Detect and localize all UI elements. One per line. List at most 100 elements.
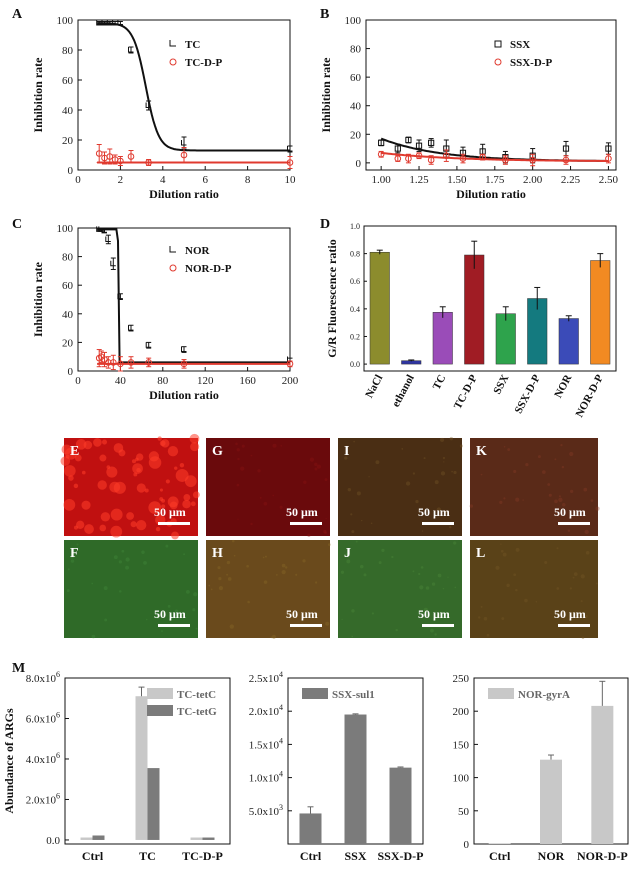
bar (591, 705, 614, 844)
x-tick-label: 2.25 (561, 174, 581, 186)
speckle (257, 469, 261, 473)
legend-label: TC-tetG (177, 706, 217, 718)
speckle (324, 478, 328, 482)
speckle (537, 455, 541, 459)
speckle (101, 439, 108, 445)
data-point (117, 20, 123, 26)
category-label: Ctrl (300, 849, 322, 863)
speckle (190, 442, 200, 452)
speckle (125, 565, 130, 570)
speckle (99, 454, 107, 462)
data-point (459, 155, 467, 162)
data-point (127, 153, 135, 160)
legend-label: TC-D-P (185, 57, 223, 69)
speckle (445, 511, 448, 514)
speckle (119, 590, 122, 593)
bar (92, 835, 105, 840)
scale-bar (558, 624, 590, 627)
speckle (179, 463, 185, 468)
bar (558, 318, 579, 365)
speckle (572, 576, 575, 579)
speckle (84, 524, 94, 534)
category-label: SSX-D-P (377, 849, 423, 863)
speckle (99, 524, 107, 532)
speckle (155, 615, 160, 619)
tick-exponent: 6 (56, 791, 60, 800)
y-tick-label: 0.8 (350, 250, 360, 259)
scale-label: 50 μm (554, 505, 586, 519)
data-point (145, 359, 153, 366)
speckle (583, 487, 588, 492)
speckle (118, 449, 126, 457)
speckle (391, 555, 394, 559)
fit-line (97, 22, 290, 152)
speckle (185, 590, 190, 594)
x-axis-label: Dilution ratio (149, 187, 219, 201)
speckle (314, 613, 319, 617)
speckle (353, 440, 355, 443)
speckle (126, 512, 134, 520)
y-tick-label: 100 (453, 773, 470, 785)
legend-marker (169, 58, 177, 66)
speckle (237, 518, 239, 520)
micrograph-image (206, 438, 330, 536)
speckle (590, 499, 594, 502)
speckle (237, 457, 240, 461)
speckle (580, 600, 583, 603)
data-point (110, 260, 116, 267)
speckle (454, 586, 457, 589)
speckle (241, 444, 245, 448)
speckle (118, 560, 123, 564)
speckle (515, 497, 520, 502)
data-point (145, 102, 152, 108)
legend-label: NOR (185, 245, 211, 257)
speckle (293, 513, 295, 516)
y-tick-label: 100 (345, 15, 362, 27)
micrograph-g: G 50 μm (206, 438, 330, 537)
legend-swatch (302, 688, 328, 699)
micrograph-l: L 50 μm (470, 540, 598, 640)
speckle (449, 436, 454, 441)
bar (202, 837, 215, 840)
tick-exponent: 3 (279, 803, 283, 812)
data-point (415, 142, 423, 149)
data-point (180, 360, 188, 368)
tick-exponent: 6 (56, 751, 60, 760)
speckle (325, 517, 327, 520)
x-tick-label: 120 (197, 375, 214, 387)
scale-bar (158, 522, 190, 525)
speckle (371, 612, 375, 615)
legend-label: TC (185, 39, 200, 51)
tick-mantissa: 4.0x10 (26, 754, 57, 766)
speckle (442, 456, 446, 460)
speckle (440, 437, 445, 442)
speckle (595, 582, 598, 585)
speckle (281, 570, 286, 575)
speckle (97, 480, 107, 490)
legend-label: NOR-D-P (185, 263, 232, 275)
speckle (423, 457, 426, 460)
speckle (480, 605, 483, 608)
speckle (113, 555, 118, 560)
data-point (415, 152, 423, 160)
speckle (324, 531, 327, 535)
speckle (554, 499, 558, 504)
speckle (175, 469, 189, 482)
speckle (275, 574, 278, 576)
x-tick-label: 4 (160, 174, 166, 186)
speckle (161, 504, 166, 509)
x-tick-label: 80 (157, 375, 169, 387)
speckle (136, 483, 146, 493)
speckle (325, 621, 330, 626)
speckle (76, 520, 85, 530)
micrograph-k: K 50 μm (469, 438, 600, 536)
legend-item: NOR-gyrA (488, 688, 570, 701)
y-tick-label: 40 (62, 309, 74, 321)
panel-letter: M (12, 661, 25, 676)
speckle (195, 627, 198, 630)
tick-exponent: 4 (279, 670, 283, 679)
data-point (427, 156, 435, 164)
speckle (351, 609, 355, 613)
